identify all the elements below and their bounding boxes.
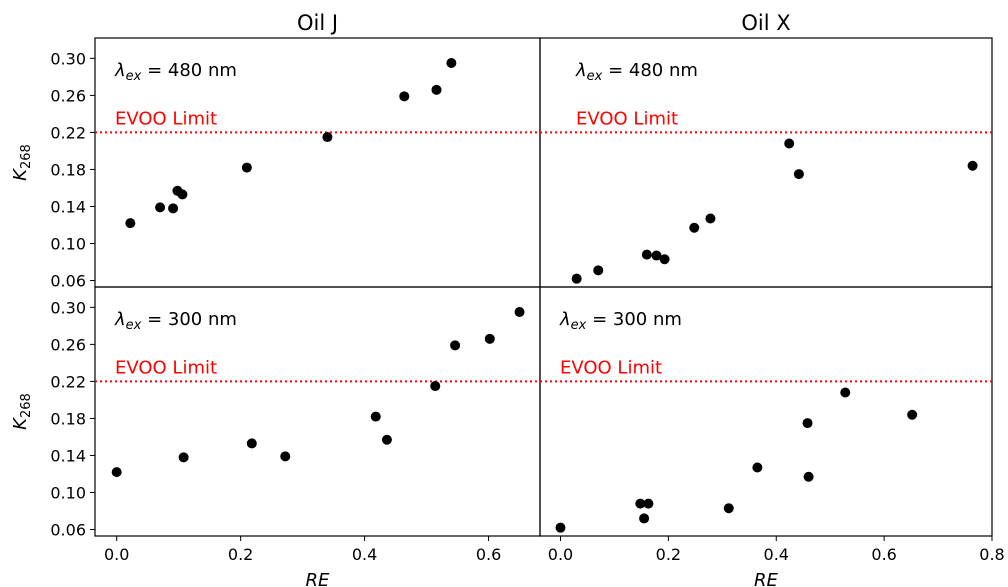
data-point: [803, 471, 814, 482]
data-point: [593, 265, 604, 276]
x-tick-label: 0.4: [352, 545, 377, 564]
subplot-3: EVOO Limit λex = 300 nm 0.06 0.10 0.14 0.18 0.…: [10, 286, 541, 587]
data-point: [723, 503, 734, 514]
axes-frame: [539, 286, 993, 537]
evoo-limit-label: EVOO Limit: [560, 357, 662, 378]
y-tick-label: 0.14: [50, 446, 86, 465]
data-point: [555, 522, 566, 533]
y-tick-label: 0.18: [50, 160, 86, 179]
y-tick-label: 0.10: [50, 234, 86, 253]
data-point: [168, 203, 179, 214]
data-point: [651, 250, 662, 261]
data-point: [802, 418, 813, 429]
x-tick-label: 0.6: [476, 545, 501, 564]
data-point: [430, 381, 441, 392]
data-point: [246, 438, 257, 449]
y-tick-label: 0.14: [50, 197, 86, 216]
data-point: [431, 84, 442, 95]
data-point: [177, 189, 188, 200]
x-tick-label: 0.4: [764, 545, 789, 564]
y-tick-label: 0.30: [50, 49, 86, 68]
subplot-2: Oil X EVOO Limit λex = 480 nm: [539, 11, 993, 288]
y-tick-label: 0.30: [50, 298, 86, 317]
y-tick-label: 0.10: [50, 483, 86, 502]
y-tick-label: 0.22: [50, 372, 86, 391]
data-point: [635, 498, 646, 509]
subplot-title: Oil J: [297, 11, 338, 35]
y-tick-label: 0.22: [50, 123, 86, 142]
y-axis-label: K268: [10, 144, 34, 181]
data-point: [155, 202, 166, 213]
y-tick-label: 0.06: [50, 272, 86, 291]
y-tick-label: 0.18: [50, 409, 86, 428]
data-point: [370, 411, 381, 422]
x-tick-label: 0.8: [979, 545, 1004, 564]
data-point: [639, 513, 650, 524]
data-point: [793, 169, 804, 180]
data-point: [280, 451, 291, 462]
data-point: [643, 498, 654, 509]
data-point: [399, 91, 410, 102]
y-axis-label: K268: [10, 393, 34, 430]
subplot-1: Oil J EVOO Limit λex = 480 nm 0.06 0.10 0.14 0…: [10, 11, 541, 291]
data-point: [840, 387, 851, 398]
data-point: [784, 138, 795, 149]
evoo-limit-label: EVOO Limit: [115, 108, 217, 129]
data-point: [705, 213, 716, 224]
evoo-limit-label: EVOO Limit: [576, 108, 678, 129]
data-point: [514, 306, 525, 317]
data-point: [446, 57, 457, 68]
data-point: [125, 218, 136, 229]
data-point: [178, 452, 189, 463]
x-tick-label: 0.0: [548, 545, 573, 564]
data-point: [752, 462, 763, 473]
x-tick-label: 0.2: [228, 545, 253, 564]
data-point: [450, 340, 461, 351]
x-tick-label: 0.2: [656, 545, 681, 564]
y-tick-label: 0.06: [50, 521, 86, 540]
data-point: [322, 132, 333, 143]
data-point: [241, 162, 252, 173]
data-point: [689, 222, 700, 233]
evoo-limit-label: EVOO Limit: [115, 357, 217, 378]
data-point: [907, 409, 918, 420]
data-point: [659, 254, 670, 265]
x-tick-label: 0.0: [104, 545, 129, 564]
x-axis-label: RE: [754, 570, 779, 587]
data-point: [571, 273, 582, 284]
excitation-annotation: λex = 480 nm: [575, 60, 698, 84]
data-point: [484, 333, 495, 344]
x-tick-label: 0.6: [871, 545, 896, 564]
data-point: [111, 467, 122, 478]
y-tick-label: 0.26: [50, 335, 86, 354]
subplot-4: EVOO Limit λex = 300 nm 0.0 0.2 0.4 0.6 0.8 RE: [539, 286, 1005, 587]
data-point: [641, 249, 652, 260]
excitation-annotation: λex = 300 nm: [559, 309, 682, 333]
data-point: [381, 434, 392, 445]
x-axis-label: RE: [306, 570, 331, 587]
data-point: [967, 160, 978, 171]
subplot-title: Oil X: [741, 11, 790, 35]
excitation-annotation: λex = 300 nm: [114, 309, 237, 333]
excitation-annotation: λex = 480 nm: [114, 60, 237, 84]
y-tick-label: 0.26: [50, 86, 86, 105]
